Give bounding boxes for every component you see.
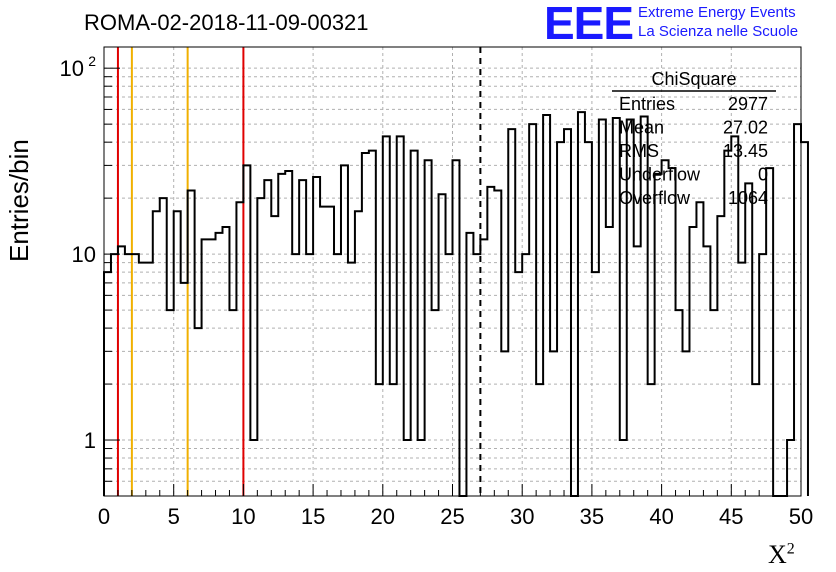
y-tick-label: 10 xyxy=(60,56,84,81)
x-tick-label: 0 xyxy=(98,504,110,529)
x-tick-label: 10 xyxy=(231,504,255,529)
x-tick-label: 50 xyxy=(789,504,813,529)
stats-label: RMS xyxy=(619,141,659,161)
stats-label: Mean xyxy=(619,118,664,138)
x-tick-label: 25 xyxy=(440,504,464,529)
y-tick-label: 10 xyxy=(72,242,96,267)
stats-value: 1064 xyxy=(728,188,768,208)
y-axis-label: Entries/bin xyxy=(4,139,34,262)
stats-value: 0 xyxy=(758,165,768,185)
x-tick-label: 40 xyxy=(649,504,673,529)
eee-logo: EEE xyxy=(544,0,634,49)
x-tick-label: 45 xyxy=(719,504,743,529)
x-tick-label: 15 xyxy=(301,504,325,529)
logo-text: Extreme Energy Events La Scienza nelle S… xyxy=(638,3,798,41)
stats-label: Entries xyxy=(619,94,675,114)
stats-title: ChiSquare xyxy=(651,69,736,89)
stats-value: 13.45 xyxy=(723,141,768,161)
y-tick-label: 1 xyxy=(84,428,96,453)
histogram-series xyxy=(103,111,809,497)
x-tick-label: 35 xyxy=(580,504,604,529)
plot-title: ROMA-02-2018-11-09-00321 xyxy=(84,10,369,35)
logo-line-2: La Scienza nelle Scuole xyxy=(638,23,799,40)
logo-line-1: Extreme Energy Events xyxy=(638,4,796,21)
x-tick-label: 30 xyxy=(510,504,534,529)
x-tick-label: 5 xyxy=(168,504,180,529)
stats-label: Overflow xyxy=(619,188,691,208)
stats-value: 2977 xyxy=(728,94,768,114)
stats-label: Underflow xyxy=(619,165,701,185)
x-axis-label-sup: 2 xyxy=(786,540,795,558)
y-tick-label-sup: 2 xyxy=(88,53,96,69)
x-tick-label: 20 xyxy=(371,504,395,529)
x-axis-label-text: X xyxy=(768,540,787,569)
stats-value: 27.02 xyxy=(723,118,768,138)
x-axis-label: X2 xyxy=(768,540,795,570)
